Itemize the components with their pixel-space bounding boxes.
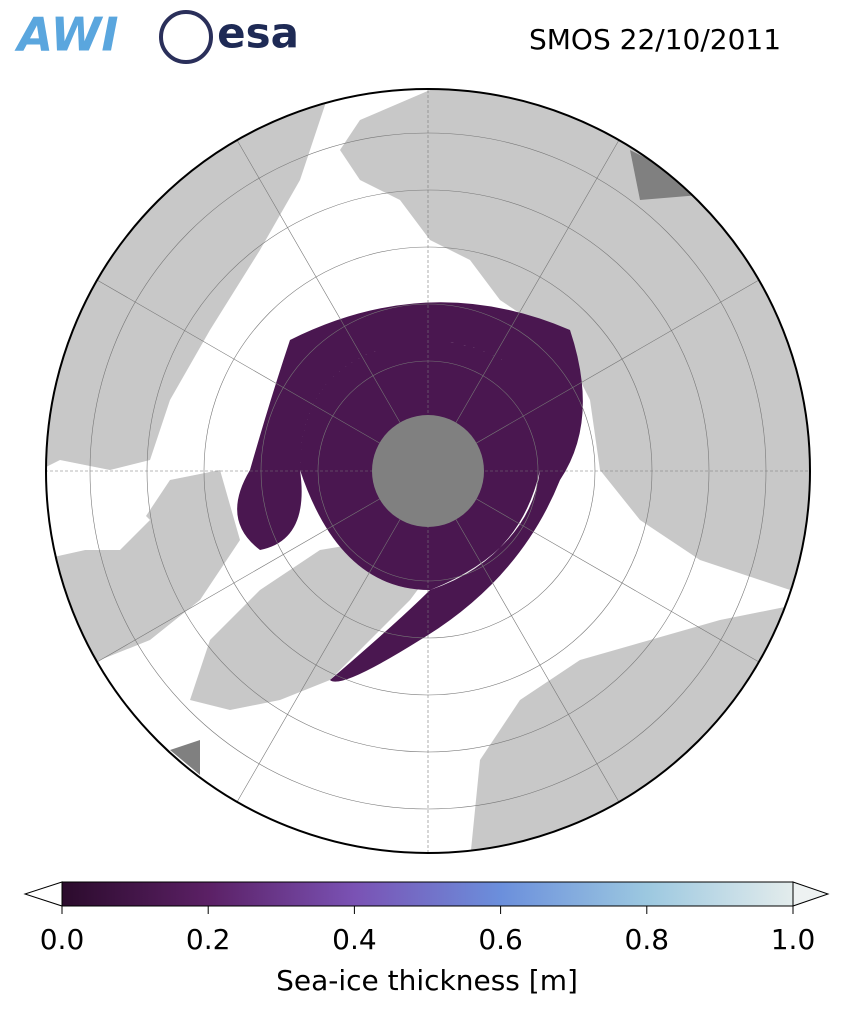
map-title: SMOS 22/10/2011 [529, 23, 781, 56]
colorbar-tick-label: 0.2 [186, 923, 231, 956]
awi-logo: AWI [15, 8, 119, 62]
colorbar-gradient [61, 881, 794, 907]
esa-emblem [159, 10, 213, 64]
colorbar-label: Sea-ice thickness [m] [276, 964, 578, 997]
colorbar-extend-low [23, 881, 63, 907]
colorbar: Sea-ice thickness [m] 0.0 0.2 0.4 0.6 0.8 1.0 [23, 881, 830, 997]
colorbar-tick-label: 0.4 [332, 923, 377, 956]
colorbar-tick-label: 1.0 [771, 923, 816, 956]
colorbar-tick-label: 0.8 [625, 923, 670, 956]
colorbar-tick-label: 0.6 [478, 923, 523, 956]
pole-hole [372, 415, 484, 527]
map-border [45, 88, 811, 854]
map [46, 89, 810, 853]
colorbar-tick-label: 0.0 [40, 923, 85, 956]
logos: AWI esa [15, 8, 299, 64]
esa-logo: esa [217, 9, 299, 58]
colorbar-extend-high [792, 881, 830, 907]
